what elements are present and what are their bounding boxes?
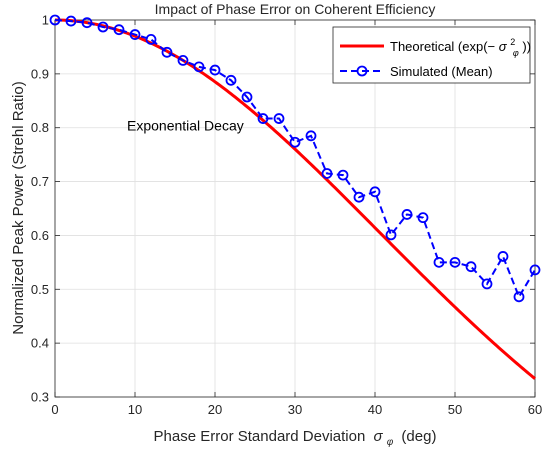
data-point-simulated (481, 278, 493, 290)
legend-label-theoretical: Theoretical (exp(− σ 2 φ )) (390, 33, 531, 59)
data-point-simulated (145, 33, 157, 45)
annotation-exponential-decay: Exponential Decay (127, 117, 244, 133)
data-point-simulated (337, 169, 349, 181)
legend-theoretical-prefix: Theoretical (exp(− (390, 39, 495, 54)
series-line-theoretical (54, 18, 536, 380)
legend-theoretical-suffix: )) (522, 39, 531, 54)
data-point-simulated (353, 191, 365, 203)
data-point-simulated (401, 209, 413, 220)
data-point-simulated (369, 186, 381, 198)
legend-theoretical-sub: φ (513, 48, 519, 58)
y-tick-label: 0.4 (31, 336, 49, 351)
data-point-simulated (209, 64, 221, 76)
x-tick-label: 40 (368, 402, 382, 417)
y-tick-label: 0.9 (31, 66, 49, 81)
y-tick-label: 0.8 (31, 120, 49, 135)
data-point-simulated (529, 264, 541, 276)
x-tick-label: 30 (288, 402, 302, 417)
data-point-simulated (289, 136, 301, 148)
x-tick-label: 50 (448, 402, 462, 417)
data-point-simulated (225, 74, 237, 86)
legend-marker-simulated (356, 65, 368, 77)
legend: Theoretical (exp(− σ 2 φ )) Simulated (M… (332, 26, 531, 84)
legend-theoretical-sigma: σ (499, 39, 508, 54)
x-axis-label-sigma: σ (374, 428, 384, 445)
legend-label-simulated: Simulated (Mean) (390, 64, 493, 79)
legend-theoretical-sup: 2 (510, 37, 515, 47)
y-tick-label: 1 (42, 13, 49, 28)
y-tick-label: 0.3 (31, 390, 49, 405)
x-tick-label: 0 (51, 402, 58, 417)
data-point-simulated (81, 17, 93, 29)
chart-title: Impact of Phase Error on Coherent Effici… (155, 1, 436, 17)
y-tick-label: 0.7 (31, 174, 49, 189)
data-point-simulated (497, 251, 509, 262)
x-axis-label-text: Phase Error Standard Deviation (154, 428, 366, 445)
data-point-simulated (177, 54, 189, 66)
data-point-simulated (161, 46, 173, 58)
data-point-simulated (193, 61, 205, 73)
data-point-simulated (113, 24, 125, 36)
data-point-simulated (241, 91, 253, 103)
data-point-simulated (257, 113, 269, 124)
data-point-simulated (305, 130, 317, 142)
x-axis-label-unit: (deg) (401, 428, 436, 445)
data-point-simulated (321, 168, 333, 179)
data-point-simulated (513, 291, 525, 303)
y-tick-label: 0.6 (31, 228, 49, 243)
x-tick-label: 60 (528, 402, 542, 417)
x-axis-label: Phase Error Standard Deviation σ φ (deg) (154, 428, 437, 449)
axes: 0 10 20 30 40 50 60 0.3 0.4 0.5 0.6 0.7 0.8 0.9 1 (31, 13, 542, 418)
data-point-simulated (385, 229, 397, 241)
data-point-simulated (433, 256, 445, 268)
data-point-simulated (417, 212, 429, 224)
data-point-simulated (49, 14, 61, 26)
data-point-simulated (465, 261, 477, 273)
data-point-simulated (97, 21, 109, 33)
y-axis-label: Normalized Peak Power (Strehl Ratio) (10, 81, 27, 334)
data-point-simulated (65, 15, 77, 27)
data-point-simulated (273, 113, 285, 124)
x-tick-label: 20 (208, 402, 222, 417)
x-tick-label: 10 (128, 402, 142, 417)
series-line-simulated (54, 19, 536, 300)
y-tick-label: 0.5 (31, 282, 49, 297)
series-layer (49, 14, 541, 380)
data-point-simulated (129, 29, 141, 40)
x-axis-label-subscript: φ (387, 437, 394, 448)
data-point-simulated (449, 256, 461, 268)
